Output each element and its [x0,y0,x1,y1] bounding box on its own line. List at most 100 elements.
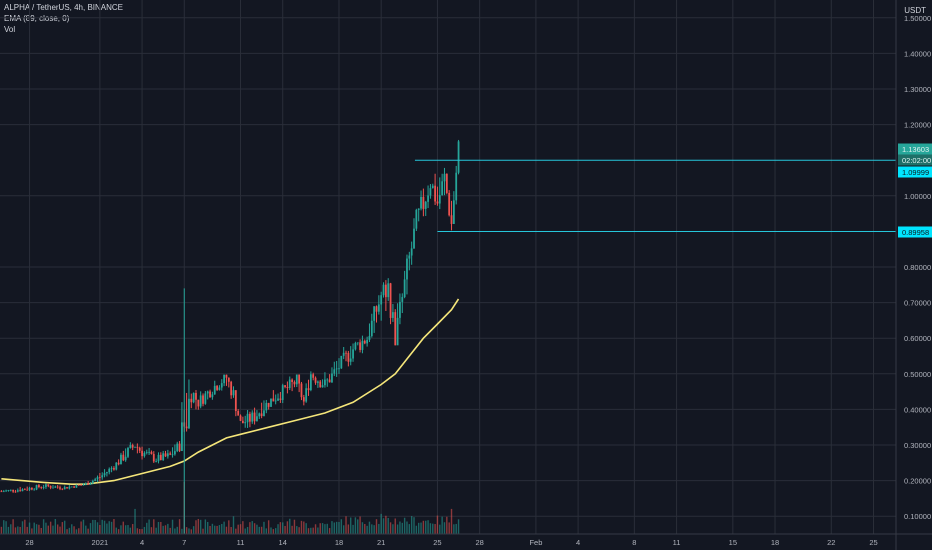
candle-body [94,479,97,481]
candle-body [340,355,343,369]
candle-body [21,489,24,492]
candle-body [347,352,350,362]
volume-bar [326,523,328,534]
x-tick-label: 11 [237,538,245,547]
volume-bar [171,519,174,534]
volume-bar [103,520,106,534]
x-tick-label: 7 [182,538,186,547]
volume-bar [85,525,87,534]
volume-bar [216,525,218,534]
chart-legend: ALPHA / TetherUS, 4h, BINANCE EMA (89, c… [4,2,123,35]
volume-bar [357,519,359,534]
candle-body [225,374,228,378]
volume-bar [389,522,392,534]
candle-body [445,173,448,193]
candle-body [54,486,57,488]
candle-body [286,386,289,388]
x-tick-label: 18 [771,538,779,547]
volume-bar [415,525,418,534]
volume-bar [368,521,371,534]
volume-bar [434,524,436,534]
x-tick-label: 21 [377,538,385,547]
volume-bar [129,527,132,534]
x-tick-label: 25 [433,538,441,547]
volume-bar [204,519,207,534]
volume-bar [394,518,396,534]
price-tag-label: 1.09999 [902,168,929,177]
candle-body [0,491,3,493]
candle-body [443,173,446,182]
candle-body [9,489,12,491]
candle-body [410,248,413,256]
volume-bar [218,525,221,534]
volume-bar [197,518,200,534]
volume-bar [115,527,117,534]
candle-body [256,416,258,422]
y-tick-label: 0.70000 [904,299,931,308]
candle-body [361,340,364,350]
volume-bar [244,528,246,534]
price-tag: 02:02:00 [898,154,932,166]
volume-bar [190,529,192,534]
volume-bar [230,527,232,534]
volume-bar [31,528,33,534]
volume-bar [64,520,66,534]
volume-bar [73,526,75,534]
candle-body [237,411,240,416]
candle-body [213,385,216,395]
volume-bar [10,524,12,534]
candle-body [321,385,324,388]
volume-bar [406,521,408,534]
volume-bar [333,522,336,534]
volume-bar [432,523,434,534]
volume-bar [209,525,211,534]
x-tick-label: 25 [869,538,877,547]
candle-body [274,400,277,402]
candle-body [314,377,317,383]
candle-body [249,413,251,422]
volume-bar [87,528,89,534]
volume-bar [71,524,73,534]
volume-bar [420,522,422,534]
volume-legend[interactable]: Vol [4,25,16,34]
currency-label[interactable]: USDT [904,6,926,15]
x-tick-label: 4 [576,538,580,547]
candle-body [298,374,301,384]
candle-body [35,485,38,490]
candle-body [403,279,406,298]
candle-body [206,391,209,394]
y-tick-label: 0.50000 [904,370,931,379]
candle-body [345,352,347,354]
volume-bar [136,528,139,534]
candle-body [197,399,200,407]
price-tag: 1.09999 [898,166,932,178]
volume-bar [270,527,272,534]
candle-body [49,486,52,488]
volume-bar [221,523,223,534]
volume-bar [298,527,300,534]
candle-body [87,483,90,485]
volume-bar [328,528,331,534]
candle-body [42,486,45,488]
candle-body [352,349,354,359]
volume-bar [401,522,403,534]
volume-bar [5,521,7,534]
candle-body [246,413,249,423]
ema-legend[interactable]: EMA (89, close, 0) [4,14,70,23]
volume-bar [80,521,82,534]
volume-bar [82,519,85,534]
candle-body [295,374,298,385]
volume-bar [94,519,96,534]
volume-bar [439,524,441,534]
symbol-title[interactable]: ALPHA / TetherUS, 4h, BINANCE [4,3,124,12]
candle-body [131,445,134,448]
volume-bar [354,517,357,534]
volume-bar [199,519,202,534]
x-tick-label: 22 [827,538,835,547]
candle-body [33,489,36,491]
candle-body [417,208,420,210]
volume-bar [265,528,268,534]
volume-bar [110,521,113,534]
candle-body [452,200,455,224]
